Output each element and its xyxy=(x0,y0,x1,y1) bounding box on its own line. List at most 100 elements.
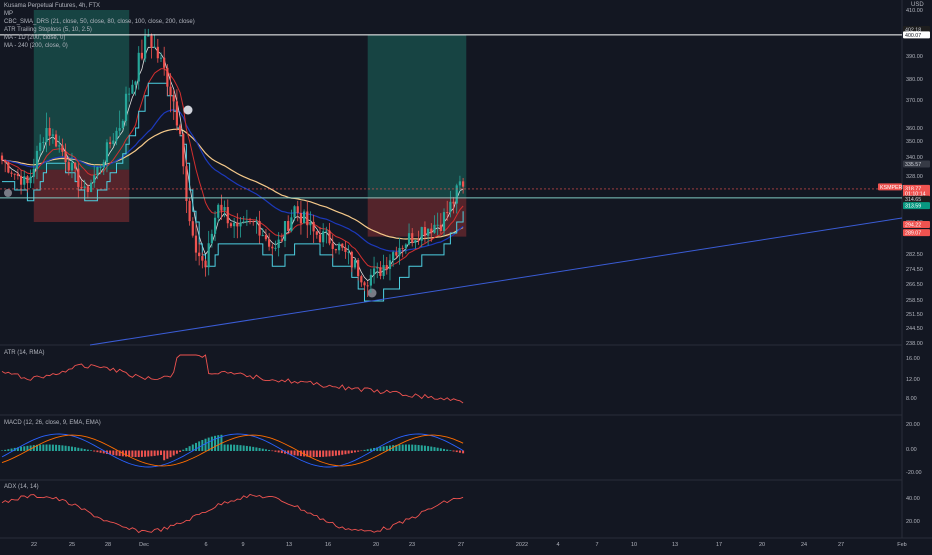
candle-body xyxy=(283,220,287,241)
time-tick-label: Dec xyxy=(139,542,149,548)
macd-pane-title[interactable]: MACD (12, 26, close, 9, EMA, EMA) xyxy=(4,420,101,426)
candle-body xyxy=(175,101,178,126)
macd-histogram-bar xyxy=(452,450,455,452)
macd-histogram-bar xyxy=(271,450,274,452)
candle-body xyxy=(45,128,48,142)
time-tick-label: 9 xyxy=(241,542,244,548)
macd-histogram-bar xyxy=(102,450,105,454)
candle-body xyxy=(315,231,318,235)
candle-body xyxy=(277,239,280,248)
macd-histogram-bar xyxy=(160,450,162,455)
macd-histogram-bar xyxy=(462,450,465,454)
candle-body xyxy=(439,224,442,231)
macd-histogram-bar xyxy=(382,446,385,451)
candle-body xyxy=(423,227,427,236)
price-tick-label: 340.00 xyxy=(906,155,923,161)
macd-histogram-bar xyxy=(144,450,147,457)
long-position-stop-zone xyxy=(367,197,467,237)
atr-line xyxy=(1,354,464,404)
candle-body xyxy=(248,220,252,222)
candle-body xyxy=(404,244,407,248)
candle-body xyxy=(137,52,140,82)
macd-histogram-bar xyxy=(45,444,48,451)
candle-body xyxy=(436,224,439,226)
candle-body xyxy=(153,46,156,48)
price-tick-label: 328.00 xyxy=(906,174,923,180)
candle-body xyxy=(334,248,337,251)
candle-body xyxy=(255,221,258,223)
price-badge xyxy=(903,221,930,229)
candle-body xyxy=(4,160,7,163)
macd-histogram-bar xyxy=(20,446,23,451)
price-badge xyxy=(878,183,902,191)
candle-body xyxy=(61,145,64,152)
macd-histogram-bar xyxy=(264,449,267,451)
macd-histogram-bar xyxy=(299,450,302,457)
pane-tick-label: 16.00 xyxy=(906,356,920,362)
candle-body xyxy=(58,145,61,147)
macd-histogram-bar xyxy=(86,449,89,451)
macd-histogram-bar xyxy=(55,444,58,451)
macd-histogram-bar xyxy=(210,436,213,451)
candle-body xyxy=(236,222,239,227)
macd-histogram-bar xyxy=(258,448,261,451)
pane-tick-label: -20.00 xyxy=(906,470,922,476)
macd-histogram-bar xyxy=(153,450,156,456)
price-badge-label: 314.65 xyxy=(905,197,921,203)
atr-pane-title[interactable]: ATR (14, RMA) xyxy=(4,350,45,356)
macd-histogram-bar xyxy=(156,450,159,456)
price-badge-label: 01:10:14 xyxy=(905,192,926,198)
legend-item-cbc[interactable]: CBC_SMA_DRS (21, close, 50, close, 80, c… xyxy=(4,19,195,25)
macd-histogram-bar xyxy=(118,450,121,456)
time-tick-label: 27 xyxy=(458,542,464,548)
candle-body xyxy=(337,243,341,251)
macd-histogram-bar xyxy=(61,445,64,451)
candle-body xyxy=(455,185,458,204)
candle-body xyxy=(201,256,204,261)
candle-body xyxy=(204,260,207,268)
macd-histogram-bar xyxy=(32,445,35,451)
time-tick-label: 23 xyxy=(409,542,415,548)
candle-body xyxy=(274,247,277,249)
macd-histogram-bar xyxy=(449,450,452,451)
time-tick-label: 7 xyxy=(595,542,598,548)
adx-pane-title[interactable]: ADX (14, 14) xyxy=(4,484,39,490)
candle-body xyxy=(26,176,29,184)
macd-histogram-bar xyxy=(128,450,131,457)
candle-body xyxy=(401,247,404,249)
macd-histogram-bar xyxy=(90,450,93,451)
legend-item-atr-stop[interactable]: ATR Trailing Stoploss (5, 10, 2.5) xyxy=(4,27,92,33)
time-tick-label: 2022 xyxy=(516,542,528,548)
candle-body xyxy=(16,173,19,176)
legend-item-ma-1d[interactable]: MA - 1D (200, close, 0) xyxy=(4,35,66,41)
candle-body xyxy=(462,181,465,187)
macd-histogram-bar xyxy=(217,435,220,451)
candle-body xyxy=(7,162,10,173)
price-badge-label: 400.07 xyxy=(905,33,921,39)
legend-item-mp[interactable]: MP xyxy=(4,11,13,17)
macd-histogram-bar xyxy=(360,450,363,452)
price-tick-label: 244.50 xyxy=(906,326,923,332)
price-badge xyxy=(903,31,930,39)
candle-body xyxy=(172,95,175,102)
candle-body xyxy=(369,274,372,286)
trendline xyxy=(89,217,903,346)
macd-histogram-bar xyxy=(194,442,197,451)
macd-histogram-bar xyxy=(417,445,420,451)
candle-body xyxy=(388,260,392,269)
macd-histogram-bar xyxy=(16,447,19,451)
legend-item-ma-240[interactable]: MA - 240 (200, close, 0) xyxy=(4,43,68,49)
price-badge xyxy=(903,26,930,34)
candle-body xyxy=(35,150,39,169)
candle-body xyxy=(118,128,121,131)
macd-histogram-bar xyxy=(147,450,150,457)
macd-histogram-bar xyxy=(293,450,296,456)
macd-histogram-bar xyxy=(353,450,356,453)
candle-body xyxy=(385,265,388,269)
candle-body xyxy=(159,57,163,59)
candle-body xyxy=(293,206,296,218)
macd-histogram-bar xyxy=(67,446,70,451)
